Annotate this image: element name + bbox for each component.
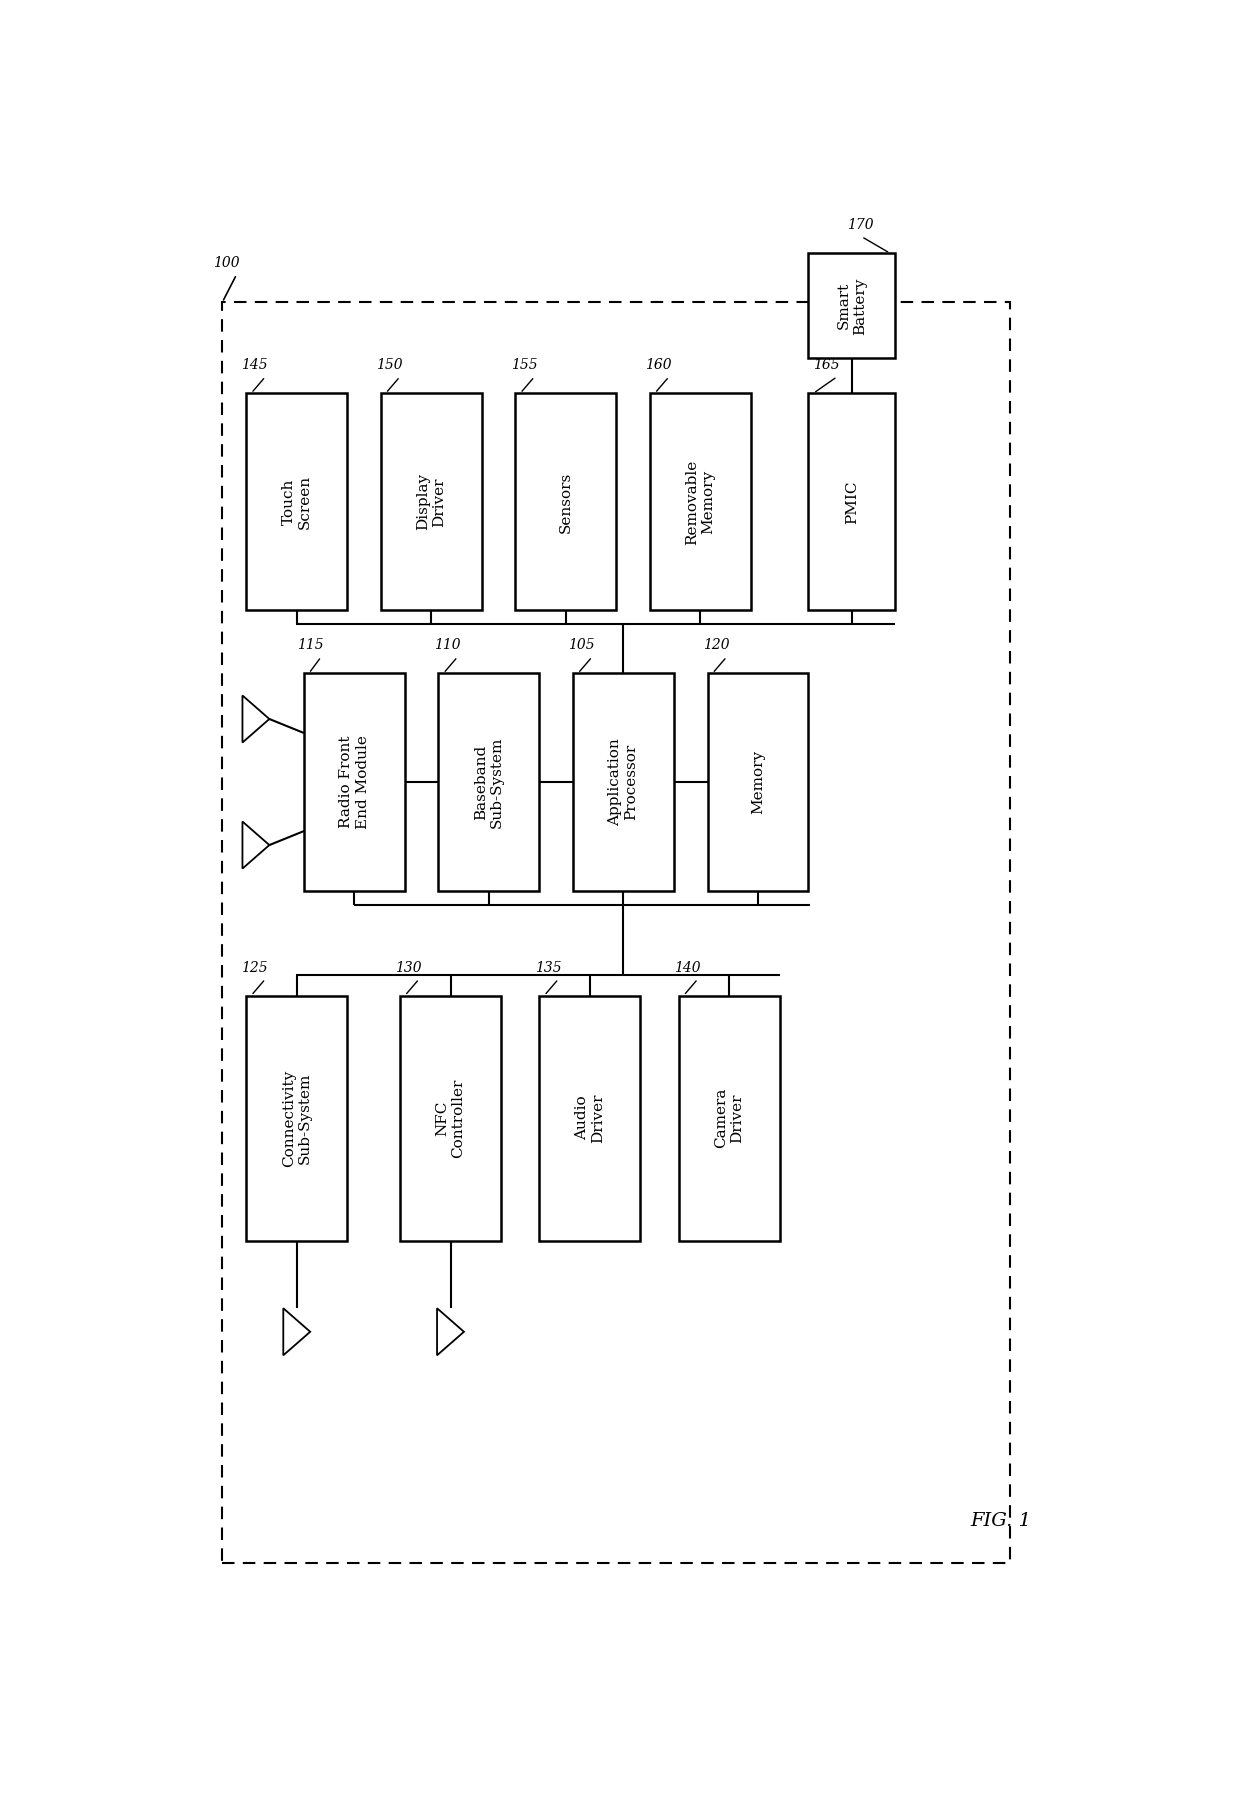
Bar xyxy=(808,393,895,611)
Bar xyxy=(247,995,347,1241)
Text: 145: 145 xyxy=(242,358,268,373)
Bar xyxy=(539,995,640,1241)
Text: 155: 155 xyxy=(511,358,537,373)
Bar xyxy=(516,393,616,611)
Text: Display
Driver: Display Driver xyxy=(417,473,446,531)
Bar xyxy=(650,393,750,611)
Text: 125: 125 xyxy=(242,960,268,975)
Text: Connectivity
Sub-System: Connectivity Sub-System xyxy=(281,1070,311,1166)
Text: 115: 115 xyxy=(298,638,324,653)
Text: Radio Front
End Module: Radio Front End Module xyxy=(340,735,370,829)
Text: NFC
Controller: NFC Controller xyxy=(435,1079,465,1159)
Bar xyxy=(381,393,481,611)
Text: 135: 135 xyxy=(534,960,562,975)
Text: Camera
Driver: Camera Driver xyxy=(714,1088,744,1148)
Bar xyxy=(808,253,895,358)
Bar xyxy=(401,995,501,1241)
Text: PMIC: PMIC xyxy=(844,480,859,524)
Text: 100: 100 xyxy=(213,256,239,269)
Text: Baseband
Sub-System: Baseband Sub-System xyxy=(474,737,503,828)
Text: Removable
Memory: Removable Memory xyxy=(686,458,715,544)
Bar xyxy=(708,673,808,891)
Text: FIG. 1: FIG. 1 xyxy=(970,1512,1032,1530)
Bar xyxy=(247,393,347,611)
Text: 110: 110 xyxy=(434,638,460,653)
Text: Application
Processor: Application Processor xyxy=(609,739,639,826)
Text: Touch
Screen: Touch Screen xyxy=(281,475,311,529)
Bar xyxy=(304,673,405,891)
Text: 150: 150 xyxy=(376,358,403,373)
Text: Audio
Driver: Audio Driver xyxy=(575,1093,605,1142)
Text: 120: 120 xyxy=(703,638,729,653)
Text: 140: 140 xyxy=(675,960,701,975)
Text: Sensors: Sensors xyxy=(559,471,573,533)
Text: Smart
Battery: Smart Battery xyxy=(837,276,867,335)
Bar xyxy=(573,673,675,891)
Text: 105: 105 xyxy=(568,638,595,653)
Text: 170: 170 xyxy=(847,218,873,233)
Text: 130: 130 xyxy=(396,960,422,975)
Bar xyxy=(222,302,1011,1563)
Text: 165: 165 xyxy=(813,358,839,373)
Text: 160: 160 xyxy=(645,358,672,373)
Bar xyxy=(678,995,780,1241)
Bar xyxy=(439,673,539,891)
Text: Memory: Memory xyxy=(751,749,765,815)
